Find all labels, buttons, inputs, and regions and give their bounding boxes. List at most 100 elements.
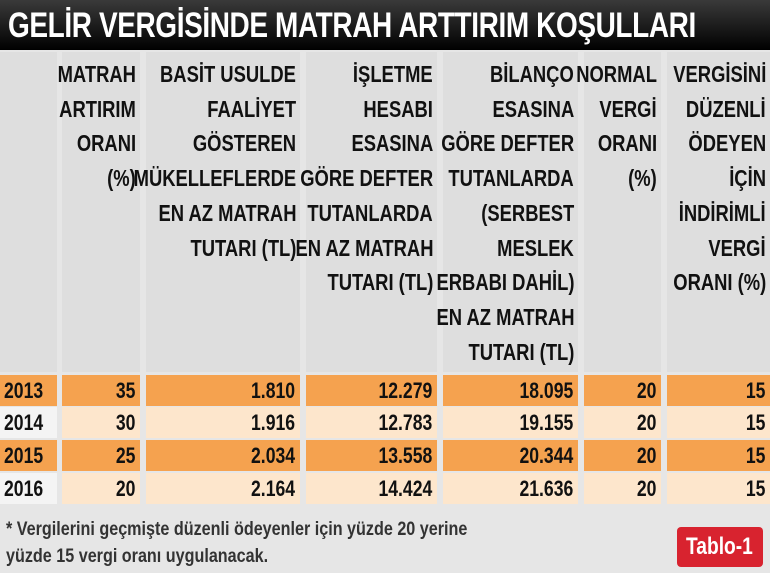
table-cell: [62, 440, 140, 471]
column-header: İŞLETME: [353, 61, 433, 87]
cell-value: 15: [745, 410, 765, 435]
table-cell: [667, 375, 770, 406]
table-cell: [0, 375, 57, 406]
column-header: ARTIRIM: [59, 95, 136, 122]
table-cell: [443, 375, 578, 406]
cell-value: 21.636: [519, 476, 573, 501]
column-header: ESASINA: [351, 130, 433, 157]
header-cell: [62, 52, 140, 372]
cell-value: 20: [636, 378, 656, 403]
footnote: * Vergilerini geçmişte düzenli ödeyenler…: [6, 519, 468, 540]
cell-value: 12.783: [378, 410, 432, 435]
column-header: VERGİ: [599, 95, 657, 122]
table-cell: [667, 440, 770, 471]
table-cell: [62, 375, 140, 406]
table-cell: [146, 407, 300, 438]
column-header: TUTANLARDA: [307, 199, 433, 226]
table-cell: [584, 473, 661, 504]
header-cell: [584, 52, 661, 372]
header-cell: [443, 52, 578, 372]
cell-value: 20: [636, 443, 656, 468]
header-cell: [0, 52, 57, 372]
table-cell: [0, 473, 57, 504]
table-cell: [443, 440, 578, 471]
cell-value: 20: [636, 476, 656, 501]
column-header: VERGİSİNİ: [672, 61, 766, 87]
cell-value: 20.344: [519, 443, 573, 468]
table-cell: [0, 440, 57, 471]
table-cell: [443, 473, 578, 504]
column-header: BİLANÇO: [490, 61, 574, 87]
table-cell: [62, 407, 140, 438]
column-header: (%): [107, 165, 136, 192]
column-header: ÖDEYEN: [688, 130, 766, 157]
title: GELİR VERGİSİNDE MATRAH ARTTIRIM KOŞULLA…: [8, 6, 696, 45]
cell-value: 2.034: [250, 443, 295, 468]
cell-value: 18.095: [519, 378, 573, 403]
footnote: yüzde 15 vergi oranı uygulanacak.: [6, 546, 269, 567]
column-header: ESASINA: [492, 95, 574, 122]
column-header: İÇİN: [729, 165, 766, 192]
column-header: GÖSTEREN: [192, 130, 296, 157]
column-header: BASİT USULDE: [160, 61, 296, 87]
column-header: NORMAL: [576, 61, 657, 87]
table-cell: [306, 440, 437, 471]
table-cell: [62, 473, 140, 504]
cell-value: 1.916: [250, 410, 295, 435]
header-cell: [146, 52, 300, 372]
table-cell: [306, 375, 437, 406]
column-header: (%): [628, 165, 657, 192]
cell-value: 15: [745, 443, 765, 468]
column-header: TUTANLARDA: [448, 165, 574, 192]
column-header: MÜKELLEFLERDE: [133, 165, 296, 192]
column-header: TUTARI (TL): [327, 269, 433, 296]
table-cell: [146, 375, 300, 406]
column-header: HESABI: [363, 95, 433, 122]
year: 2015: [4, 443, 44, 468]
table-cell: [0, 407, 57, 438]
column-header: ORANI (%): [672, 269, 766, 296]
cell-value: 19.155: [519, 410, 573, 435]
column-header: GÖRE DEFTER: [300, 165, 433, 192]
column-header: ERBABI DAHİL): [436, 269, 574, 296]
title-bar: [0, 0, 770, 50]
cell-value: 15: [745, 378, 765, 403]
cell-value: 2.164: [250, 476, 295, 501]
column-header: FAALİYET: [207, 95, 296, 122]
cell-value: 1.810: [250, 378, 295, 403]
table-cell: [667, 407, 770, 438]
year: 2016: [4, 476, 44, 501]
cell-value: 15: [745, 476, 765, 501]
cell-value: 35: [115, 378, 135, 403]
column-header: (SERBEST: [480, 199, 574, 226]
column-header: ORANI: [76, 130, 136, 157]
column-header: TUTARI (TL): [190, 234, 296, 261]
badge-bg: [677, 527, 763, 567]
column-header: TUTARI (TL): [468, 338, 574, 365]
cell-value: 14.424: [378, 476, 432, 501]
table-cell: [146, 440, 300, 471]
column-header: GÖRE DEFTER: [441, 130, 574, 157]
header-cell: [306, 52, 437, 372]
column-header: DÜZENLİ: [686, 95, 766, 122]
column-header: İNDİRİMLİ: [679, 199, 766, 226]
column-header: ORANI: [597, 130, 657, 157]
column-header: EN AZ MATRAH: [158, 199, 296, 226]
column-header: MATRAH: [57, 61, 136, 87]
column-header: MESLEK: [497, 234, 574, 261]
cell-value: 30: [115, 410, 135, 435]
badge: Tablo-1: [686, 533, 753, 560]
column-header: VERGİ: [708, 234, 766, 261]
year: 2013: [4, 378, 44, 403]
cell-value: 20: [115, 476, 135, 501]
table-cell: [306, 407, 437, 438]
table-cell: [584, 407, 661, 438]
table-cell: [584, 440, 661, 471]
table-cell: [584, 375, 661, 406]
column-header: EN AZ MATRAH: [436, 303, 574, 330]
year: 2014: [4, 410, 44, 435]
table-cell: [146, 473, 300, 504]
cell-value: 13.558: [378, 443, 432, 468]
table-cell: [306, 473, 437, 504]
